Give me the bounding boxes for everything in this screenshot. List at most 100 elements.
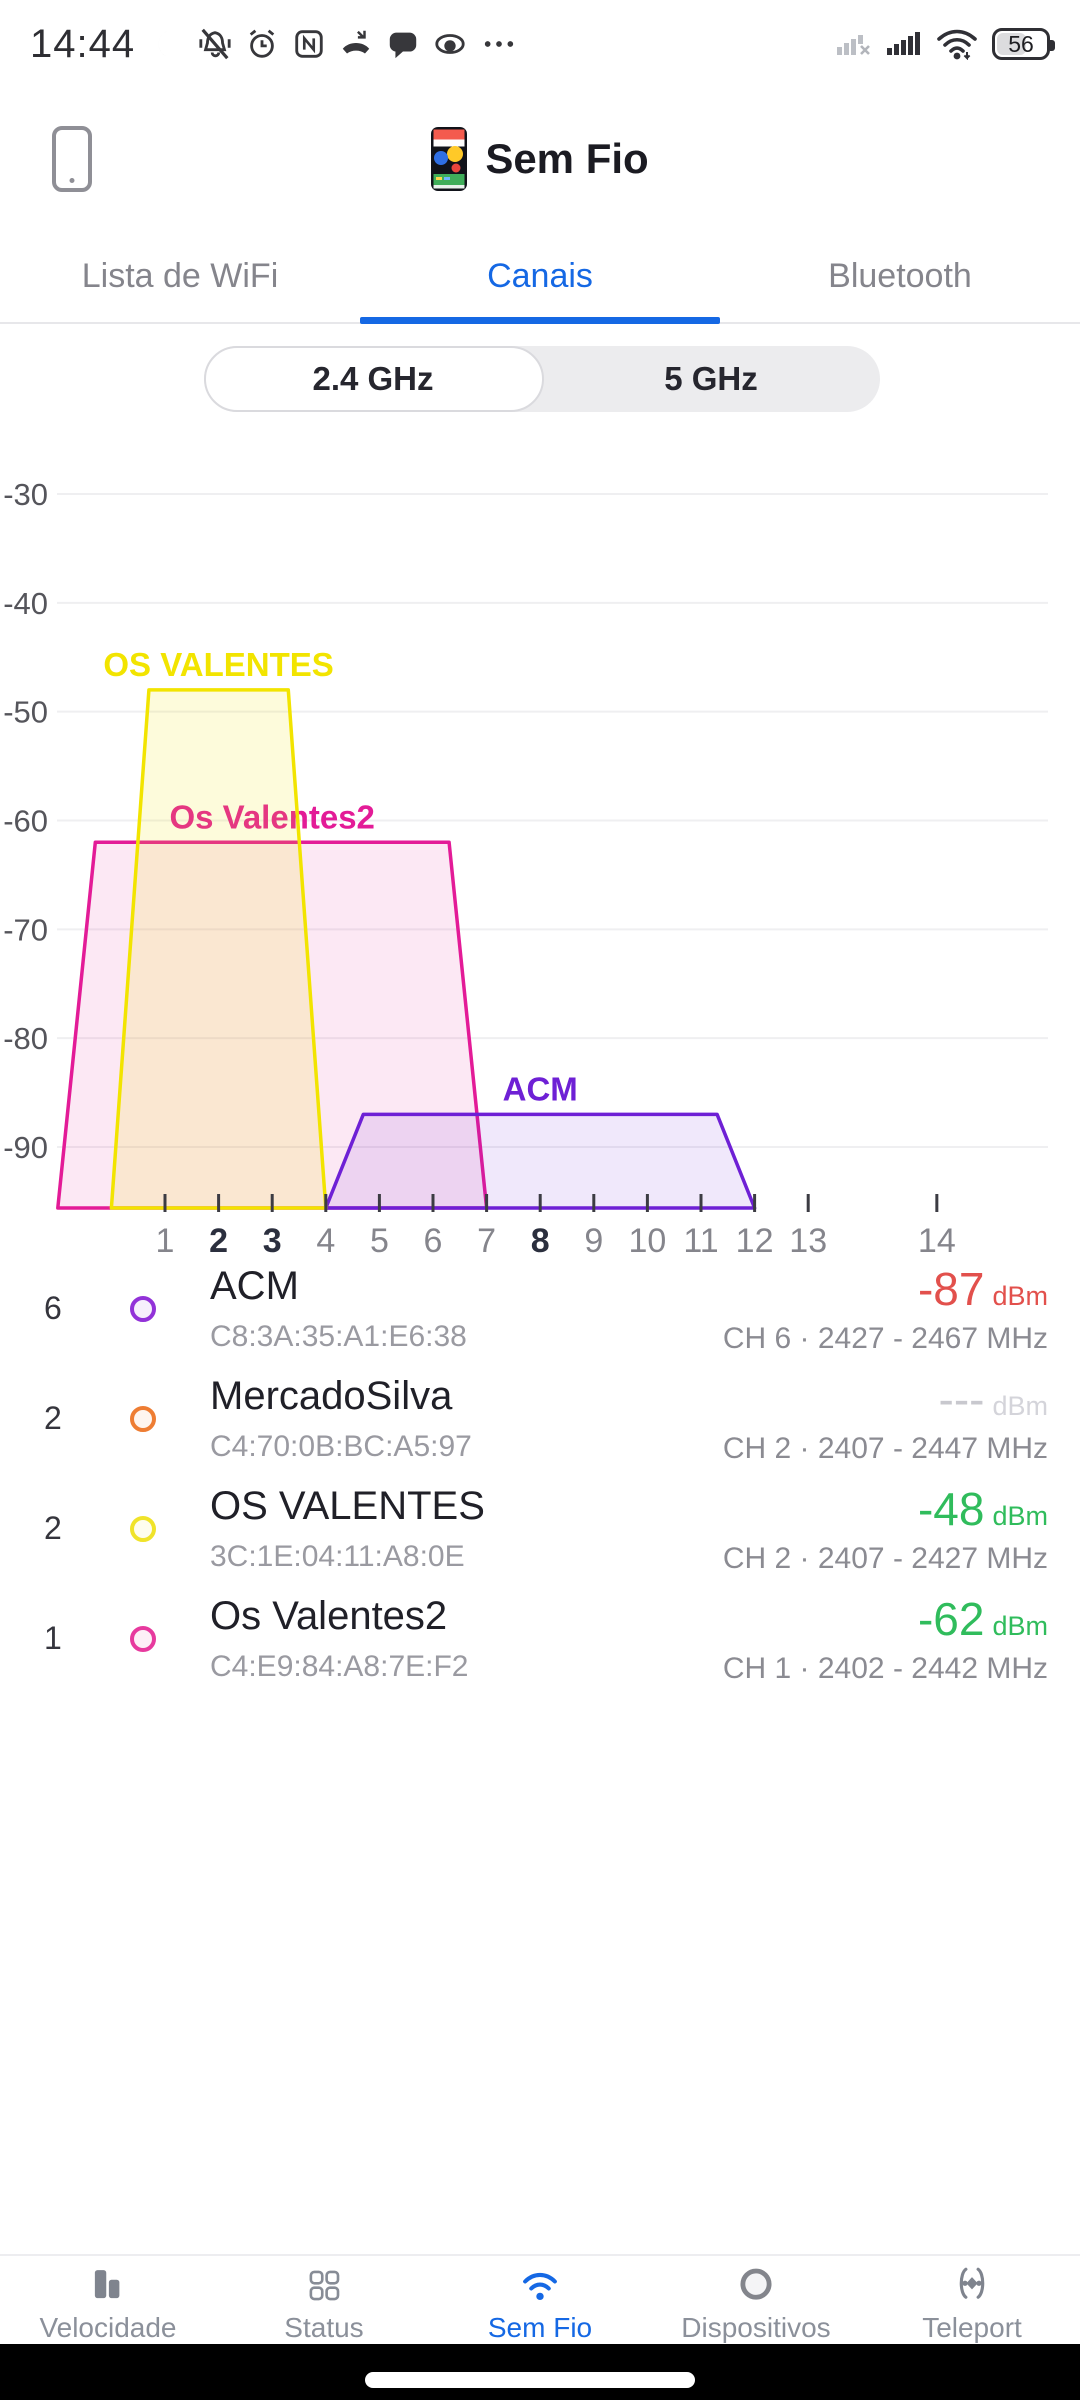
signal-value: -62 — [917, 1593, 985, 1645]
app-header: Sem Fio — [0, 88, 1080, 230]
network-signal: -48 dBm — [918, 1482, 1048, 1536]
network-ssid: MercadoSilva — [210, 1374, 453, 1418]
network-row-os-valentes[interactable]: 2 OS VALENTES 3C:1E:04:11:A8:0E -48 dBm CH 2 … — [0, 1482, 1080, 1592]
client-count: 6 — [44, 1290, 62, 1326]
nav-item-dispositivos[interactable]: Dispositivos — [648, 2256, 864, 2344]
vibrate-off-icon — [199, 28, 231, 60]
signal-unit: dBm — [992, 1281, 1048, 1311]
teleport-icon — [959, 2267, 985, 2299]
missed-call-icon — [342, 30, 370, 54]
client-count: 1 — [44, 1620, 62, 1656]
overflow-dots-icon — [484, 41, 514, 47]
battery-nub — [1050, 40, 1055, 51]
tab-lista-de-wifi[interactable]: Lista de WiFi — [81, 256, 279, 295]
x-axis-label: 6 — [424, 1222, 443, 1260]
app-logo-icon — [431, 127, 468, 191]
chat-bubble-icon — [389, 32, 417, 59]
active-tab-underline — [360, 317, 720, 324]
nav-label: Status — [284, 2312, 364, 2343]
network-color-dot — [130, 1516, 156, 1542]
page-title: Sem Fio — [485, 135, 649, 182]
network-area-acm — [324, 1112, 757, 1210]
signal-unit: dBm — [992, 1391, 1048, 1421]
devices-circle-icon — [740, 2268, 772, 2300]
band-option-2-4ghz[interactable]: 2.4 GHz — [312, 360, 434, 397]
y-axis-label: -80 — [3, 1021, 48, 1056]
nav-label: Dispositivos — [681, 2312, 831, 2343]
nav-item-sem-fio[interactable]: Sem Fio — [432, 2256, 648, 2344]
y-axis-label: -50 — [3, 695, 48, 730]
client-count: 2 — [44, 1510, 62, 1546]
x-axis-label: 12 — [736, 1222, 774, 1260]
y-axis-label: -60 — [3, 803, 48, 838]
y-axis-label: -30 — [3, 477, 48, 512]
nav-item-velocidade[interactable]: Velocidade — [0, 2256, 216, 2344]
y-axis-label: -70 — [3, 912, 48, 947]
network-bssid: 3C:1E:04:11:A8:0E — [210, 1540, 465, 1573]
network-channel-info: CH 2 · 2407 - 2447 MHz — [722, 1432, 1048, 1465]
network-channel-info: CH 2 · 2407 - 2427 MHz — [722, 1542, 1048, 1575]
signal-value: -87 — [917, 1263, 985, 1315]
speed-bars-icon — [94, 2270, 120, 2299]
network-bssid: C4:E9:84:A8:7E:F2 — [210, 1650, 469, 1683]
network-signal: -87 dBm — [918, 1262, 1048, 1316]
signal-unit: dBm — [992, 1611, 1048, 1641]
signal-unit: dBm — [992, 1501, 1048, 1531]
tab-canais[interactable]: Canais — [487, 256, 593, 295]
tab-bluetooth[interactable]: Bluetooth — [828, 256, 972, 295]
nav-label: Teleport — [922, 2312, 1022, 2343]
network-signal: -62 dBm — [918, 1592, 1048, 1646]
x-axis-label: 14 — [918, 1222, 956, 1260]
x-axis-label: 10 — [628, 1222, 666, 1260]
device-phone-icon[interactable] — [52, 126, 92, 192]
bottom-nav: Velocidade Status Sem Fio Dispositivos T… — [0, 2254, 1080, 2344]
clock: 14:44 — [30, 21, 136, 66]
x-axis-label: 1 — [156, 1222, 175, 1260]
battery-percent: 56 — [1008, 30, 1034, 57]
network-channel-info: CH 6 · 2427 - 2467 MHz — [722, 1322, 1048, 1355]
battery-fill — [997, 33, 1027, 55]
do-not-disturb-moon-icon — [158, 29, 173, 59]
network-row-mercadosilva[interactable]: 2 MercadoSilva C4:70:0B:BC:A5:97 --- dBm CH 2… — [0, 1372, 1080, 1482]
band-selected-pill — [204, 346, 544, 412]
x-axis-label: 4 — [316, 1222, 335, 1260]
y-axis-label: -40 — [3, 586, 48, 621]
tab-bar: Lista de WiFi Canais Bluetooth — [0, 230, 1080, 324]
band-option-5ghz[interactable]: 5 GHz — [664, 360, 758, 397]
nav-label: Velocidade — [39, 2312, 177, 2343]
network-area-label: ACM — [503, 1070, 578, 1107]
network-color-dot — [130, 1406, 156, 1432]
wifi-icon — [523, 2272, 557, 2301]
eye-icon — [435, 34, 465, 54]
network-ssid: ACM — [210, 1264, 299, 1308]
status-notification-icons — [151, 27, 518, 61]
x-axis-label: 9 — [584, 1222, 603, 1260]
network-bssid: C4:70:0B:BC:A5:97 — [210, 1430, 472, 1463]
nav-item-teleport[interactable]: Teleport — [864, 2256, 1080, 2344]
alarm-icon — [249, 29, 275, 58]
nav-item-status[interactable]: Status — [216, 2256, 432, 2344]
signal-value: -48 — [917, 1483, 985, 1535]
network-area-label: Os Valentes2 — [169, 798, 374, 835]
gesture-bar-area — [0, 2344, 1080, 2400]
network-area-os-valentes — [109, 688, 328, 1210]
network-list: 6 ACM C8:3A:35:A1:E6:38 -87 dBm CH 6 · 2427 -… — [0, 1262, 1080, 1702]
x-axis-label: 5 — [370, 1222, 389, 1260]
network-channel-info: CH 1 · 2402 - 2442 MHz — [722, 1652, 1048, 1685]
x-axis-label: 3 — [263, 1222, 282, 1260]
nav-label: Sem Fio — [487, 2312, 593, 2343]
home-indicator[interactable] — [365, 2372, 695, 2388]
y-axis-label: -90 — [3, 1130, 48, 1165]
network-row-os-valentes2[interactable]: 1 Os Valentes2 C4:E9:84:A8:7E:F2 -62 dBm CH 1… — [0, 1592, 1080, 1702]
network-row-acm[interactable]: 6 ACM C8:3A:35:A1:E6:38 -87 dBm CH 6 · 2427 -… — [0, 1262, 1080, 1372]
network-signal: --- dBm — [939, 1372, 1049, 1426]
battery-indicator: 56 — [992, 28, 1055, 60]
client-count: 2 — [44, 1400, 62, 1436]
wifi-status-icon — [937, 29, 977, 60]
network-bssid: C8:3A:35:A1:E6:38 — [210, 1320, 467, 1353]
band-selector: 2.4 GHz 5 GHz — [204, 346, 880, 412]
x-axis-label: 13 — [789, 1222, 827, 1260]
x-axis-label: 11 — [683, 1222, 718, 1260]
network-color-dot — [130, 1296, 156, 1322]
